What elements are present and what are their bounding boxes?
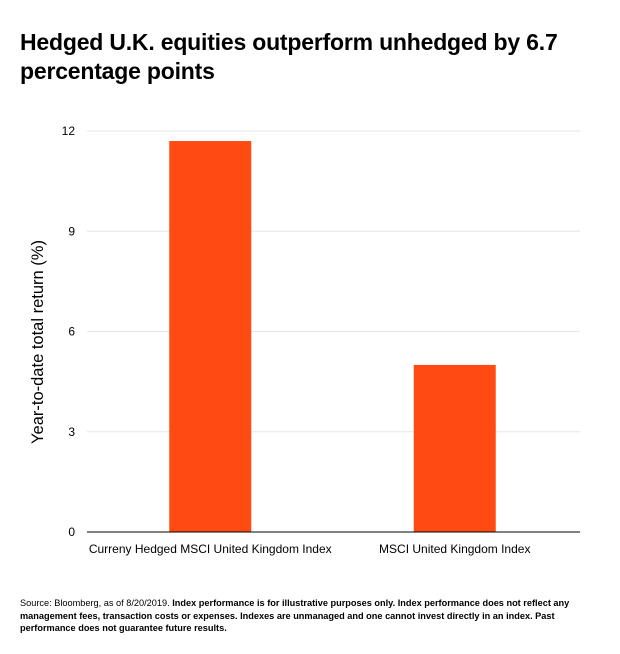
gridlines xyxy=(87,130,580,433)
y-tick-label: 6 xyxy=(68,325,75,339)
footnote: Source: Bloomberg, as of 8/20/2019. Inde… xyxy=(20,597,605,635)
x-tick-label: MSCI United Kingdom Index xyxy=(379,542,530,556)
y-tick-label: 12 xyxy=(62,124,76,138)
bar xyxy=(169,141,252,532)
y-axis-label: Year-to-date total return (%) xyxy=(29,240,47,444)
bars xyxy=(169,141,496,532)
y-tick-label: 3 xyxy=(68,425,75,439)
chart-title: Hedged U.K. equities outperform unhedged… xyxy=(20,29,558,84)
bar xyxy=(413,364,496,532)
footnote-disclaimer: Index performance is for illustrative pu… xyxy=(20,598,570,633)
y-tick-label: 0 xyxy=(68,525,75,539)
axes: 0 3 6 9 12 Curreny Hedged MSCI United Kingdom… xyxy=(62,124,580,556)
footnote-source: Source: Bloomberg, as of 8/20/2019. xyxy=(20,598,170,608)
x-tick-label: Curreny Hedged MSCI United Kingdom Index xyxy=(89,542,332,556)
y-tick-label: 9 xyxy=(68,224,75,238)
